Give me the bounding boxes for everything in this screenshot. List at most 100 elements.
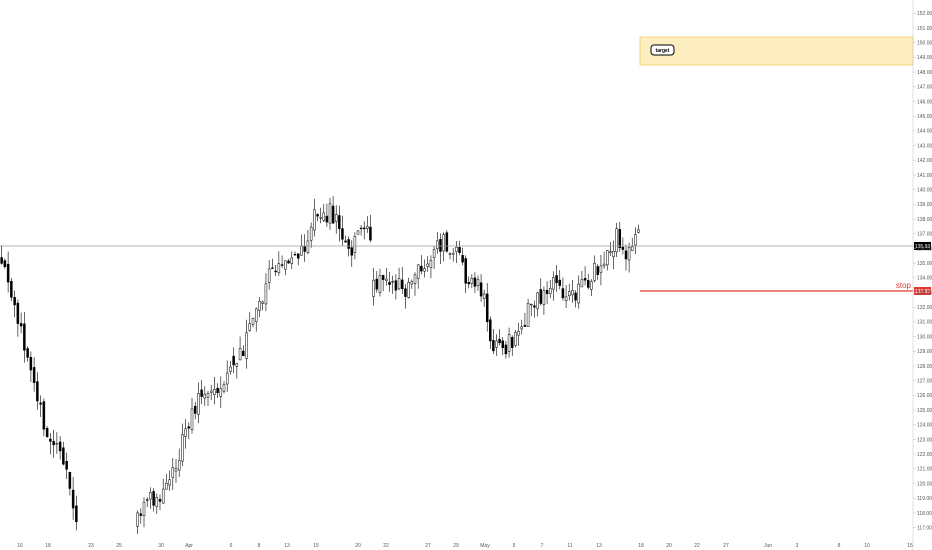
- candle-body: [16, 302, 20, 324]
- y-tick-label: 137.00: [917, 232, 932, 238]
- candle-body: [271, 267, 274, 269]
- candle-body: [29, 356, 33, 371]
- y-axis[interactable]: 117.00 118.00 119.00 120.00 121.00 122.00 123.…: [912, 0, 932, 550]
- candle-body: [145, 499, 149, 501]
- x-tick-label: 22: [694, 543, 700, 549]
- candle-body: [637, 229, 640, 233]
- x-axis[interactable]: 16 18 23 25 30 Apr 6 8 13 15 20 22 27 29 May 5 7 11 13 18 20…: [17, 543, 913, 549]
- candle-body: [187, 426, 191, 429]
- candle-body: [526, 303, 530, 327]
- candle-body: [322, 212, 326, 221]
- x-tick-label: 20: [666, 543, 672, 549]
- candle-body: [184, 428, 187, 437]
- y-tick-label: 140.00: [917, 187, 932, 193]
- y-tick-label: 143.00: [917, 143, 932, 149]
- candle-body: [501, 340, 504, 349]
- candle-body: [530, 303, 533, 306]
- candle-body: [331, 205, 335, 224]
- candle-body: [245, 332, 248, 359]
- candle-body: [280, 264, 284, 266]
- y-tick-label: 148.00: [917, 70, 932, 76]
- candle-body: [590, 281, 593, 290]
- y-tick-label: 126.00: [917, 393, 932, 399]
- candle-body: [158, 498, 162, 502]
- candle-body: [36, 381, 39, 402]
- candle-body: [39, 402, 42, 405]
- candle-body: [3, 260, 7, 267]
- current-price-marker: 135.93: [0, 242, 931, 250]
- candle-body: [203, 393, 207, 399]
- candle-body: [627, 247, 631, 261]
- candle-body: [577, 283, 580, 304]
- candle-body: [325, 215, 329, 223]
- candle-body: [19, 323, 23, 327]
- candle-body: [52, 440, 55, 446]
- target-label-box: [650, 44, 675, 56]
- candle-body: [341, 228, 344, 240]
- candle-body: [630, 246, 634, 251]
- target-zone: target: [639, 36, 914, 66]
- y-tick-label: 139.00: [917, 202, 932, 208]
- candle-body: [615, 228, 618, 253]
- y-tick-label: 146.00: [917, 99, 932, 105]
- candle-body: [356, 230, 360, 235]
- x-tick-label: 18: [45, 543, 51, 549]
- candle-body: [517, 331, 520, 336]
- candle-body: [55, 443, 59, 445]
- candle-body: [492, 340, 495, 352]
- candle-body: [287, 260, 290, 264]
- candle-body: [319, 217, 322, 219]
- candle-body: [571, 290, 574, 296]
- candle-body: [26, 348, 29, 358]
- y-tick-label: 135.00: [917, 261, 932, 267]
- candles: [0, 196, 640, 535]
- candle-body: [436, 240, 439, 250]
- candle-body: [439, 239, 442, 252]
- candle-body: [328, 203, 332, 224]
- x-tick-label: 15: [907, 543, 913, 549]
- candle-body: [574, 292, 577, 301]
- candle-body: [344, 240, 347, 243]
- candle-body: [467, 282, 471, 285]
- candle-body: [200, 389, 203, 397]
- candle-body: [254, 308, 258, 322]
- candle-body: [445, 232, 449, 252]
- candle-body: [564, 296, 568, 302]
- candle-body: [609, 251, 612, 254]
- candle-body: [410, 281, 414, 285]
- candle-body: [267, 268, 271, 283]
- stop-label: stop: [896, 281, 912, 290]
- y-tick-label: 125.00: [917, 408, 932, 414]
- y-tick-label: 129.00: [917, 349, 932, 355]
- candle-body: [479, 282, 483, 297]
- candle-body: [394, 280, 398, 291]
- candle-body: [171, 467, 175, 478]
- candle-body: [251, 317, 255, 325]
- y-tick-label: 132.00: [917, 305, 932, 311]
- candle-body: [378, 275, 382, 293]
- candle-body: [10, 281, 13, 298]
- candle-body: [533, 305, 536, 308]
- y-tick-label: 122.00: [917, 452, 932, 458]
- candle-body: [165, 482, 168, 490]
- candle-body: [219, 388, 223, 397]
- candle-body: [549, 288, 552, 294]
- candle-body: [621, 246, 625, 250]
- candle-body: [451, 252, 455, 255]
- candle-body: [68, 472, 72, 489]
- x-tick-label: 20: [355, 543, 361, 549]
- candle-body: [261, 301, 264, 304]
- target-label: target: [656, 48, 670, 54]
- candle-body: [458, 247, 461, 253]
- candle-body: [242, 350, 245, 357]
- y-tick-label: 136.00: [917, 246, 932, 252]
- candle-body: [555, 275, 558, 284]
- candle-body: [618, 229, 622, 249]
- x-tick-label: 16: [17, 543, 23, 549]
- candle-body: [65, 461, 68, 470]
- y-tick-label: 118.00: [917, 511, 932, 517]
- candle-body: [498, 338, 501, 344]
- candle-body: [407, 282, 410, 298]
- candle-body: [13, 297, 16, 306]
